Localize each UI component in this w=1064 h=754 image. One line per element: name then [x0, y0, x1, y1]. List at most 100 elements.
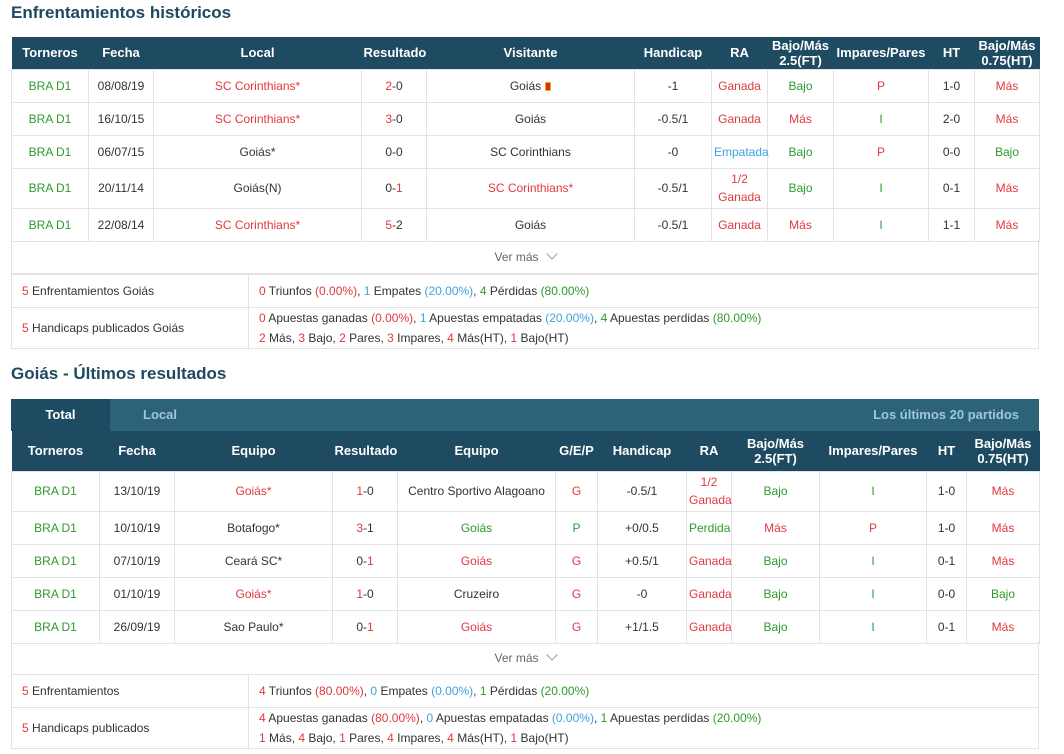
summary-label: 5 Handicaps publicados [11, 707, 249, 749]
score-away: 0 [367, 484, 374, 498]
ou-ft-result: Bajo [731, 543, 820, 578]
ra-result: Ganada [686, 576, 732, 611]
gep-result: G [555, 609, 598, 644]
handicap-value: -1 [634, 68, 712, 103]
table-row: BRA D1 26/09/19 Sao Paulo* 0-1 Goiás G +… [11, 609, 1040, 644]
away-team-link[interactable]: Centro Sportivo Alagoano [397, 470, 556, 512]
last-results-title: Goiás - Últimos resultados [11, 364, 227, 383]
handicap-value: +0.5/1 [597, 543, 687, 578]
score-home: 5 [385, 217, 392, 232]
col-header-ht: HT [928, 37, 975, 69]
ra-result-fraction: 1/2 [700, 475, 718, 489]
col-header-resultado: Resultado [332, 431, 398, 471]
handicap-value: -0 [597, 576, 687, 611]
match-score[interactable]: 0-1 [332, 609, 398, 644]
home-team-link[interactable]: SC Corinthians* [153, 207, 362, 242]
col-header-ou-ft: Bajo/Más 2.5(FT) [767, 37, 834, 69]
match-score[interactable]: 0-0 [361, 134, 427, 169]
league-link[interactable]: BRA D1 [11, 101, 89, 136]
match-score[interactable]: 5-2 [361, 207, 427, 242]
h2h-title: Enfrentamientos históricos [11, 3, 232, 22]
ht-score: 1-1 [928, 207, 975, 242]
odd-even-result: I [833, 207, 929, 242]
match-score[interactable]: 0-1 [361, 167, 427, 209]
ra-result: Ganada [711, 68, 768, 103]
last-matches-selector[interactable]: Los últimos 20 partidos [873, 407, 1019, 422]
table-row: BRA D1 20/11/14 Goiás(N) 0-1 SC Corinthi… [11, 167, 1040, 209]
ht-score: 0-1 [928, 167, 975, 209]
ra-result: Perdida [686, 510, 732, 545]
handicap-value: -0 [634, 134, 712, 169]
table-row: BRA D1 16/10/15 SC Corinthians* 3-0 Goiá… [11, 101, 1040, 136]
handicap-value: +0/0.5 [597, 510, 687, 545]
tab-local[interactable]: Local [143, 407, 177, 422]
ra-result-fraction: 1/2 [731, 172, 748, 186]
league-link[interactable]: BRA D1 [11, 510, 100, 545]
home-team-link[interactable]: Sao Paulo* [174, 609, 333, 644]
handicap-value: -0.5/1 [634, 207, 712, 242]
away-team-link[interactable]: Goiás [397, 543, 556, 578]
match-score[interactable]: 0-1 [332, 543, 398, 578]
away-team-link[interactable]: SC Corinthians* [426, 167, 635, 209]
ver-mas-button[interactable]: Ver más [11, 240, 1039, 274]
col-header-ra: RA [686, 431, 732, 471]
home-team-link[interactable]: SC Corinthians* [153, 68, 362, 103]
match-score[interactable]: 2-0 [361, 68, 427, 103]
match-score[interactable]: 3-0 [361, 101, 427, 136]
ver-mas-button[interactable]: Ver más [11, 641, 1039, 675]
away-team-link[interactable]: SC Corinthians [426, 134, 635, 169]
ou-ht-result: Más [966, 470, 1040, 512]
away-team-link[interactable]: Goiás [397, 510, 556, 545]
ou-ht-result: Más [966, 609, 1040, 644]
ou-ht-result: Más [966, 510, 1040, 545]
home-team-link[interactable]: Botafogo* [174, 510, 333, 545]
match-score[interactable]: 3-1 [332, 510, 398, 545]
summary-label: 5 Enfrentamientos Goiás [11, 274, 249, 308]
away-team-link[interactable]: Goiás [426, 68, 635, 103]
score-home: 0 [356, 619, 363, 634]
match-score[interactable]: 1-0 [332, 470, 398, 512]
away-team-name: Goiás [509, 78, 542, 93]
away-team-link[interactable]: Goiás [426, 101, 635, 136]
ht-score: 0-0 [928, 134, 975, 169]
home-team-link[interactable]: Goiás* [153, 134, 362, 169]
ou-ht-result: Bajo [966, 576, 1040, 611]
league-link[interactable]: BRA D1 [11, 207, 89, 242]
home-team-link[interactable]: Goiás(N) [153, 167, 362, 209]
league-link[interactable]: BRA D1 [11, 543, 100, 578]
ra-result-label: Ganada [718, 190, 761, 204]
col-header-fecha: Fecha [88, 37, 154, 69]
home-team-name: Botafogo* [227, 520, 280, 535]
tab-total[interactable]: Total [11, 399, 110, 431]
home-team-link[interactable]: SC Corinthians* [153, 101, 362, 136]
col-header-handicap: Handicap [634, 37, 712, 69]
league-link[interactable]: BRA D1 [11, 576, 100, 611]
score-home: 3 [356, 520, 363, 535]
home-team-link[interactable]: Ceará SC* [174, 543, 333, 578]
away-team-link[interactable]: Goiás [397, 609, 556, 644]
home-team-link[interactable]: Goiás* [174, 470, 333, 512]
match-date: 22/08/14 [88, 207, 154, 242]
match-date: 16/10/15 [88, 101, 154, 136]
handicap-value: -0.5/1 [634, 167, 712, 209]
ou-ft-result: Más [767, 207, 834, 242]
league-link[interactable]: BRA D1 [11, 134, 89, 169]
handicap-value: -0.5/1 [597, 470, 687, 512]
league-link[interactable]: BRA D1 [11, 167, 89, 209]
score-away: 1 [367, 520, 374, 535]
odd-even-result: P [833, 134, 929, 169]
away-team-link[interactable]: Goiás [426, 207, 635, 242]
home-team-link[interactable]: Goiás* [174, 576, 333, 611]
odd-even-result: I [819, 470, 927, 512]
col-header-visitante: Visitante [426, 37, 635, 69]
league-link[interactable]: BRA D1 [11, 68, 89, 103]
score-away: 0 [396, 78, 403, 93]
league-link[interactable]: BRA D1 [11, 470, 100, 512]
away-team-link[interactable]: Cruzeiro [397, 576, 556, 611]
league-link[interactable]: BRA D1 [11, 609, 100, 644]
match-score[interactable]: 1-0 [332, 576, 398, 611]
ou-ht-result: Más [966, 543, 1040, 578]
chevron-down-icon [545, 649, 558, 661]
ou-ft-result: Más [767, 101, 834, 136]
ou-ft-result: Bajo [731, 470, 820, 512]
